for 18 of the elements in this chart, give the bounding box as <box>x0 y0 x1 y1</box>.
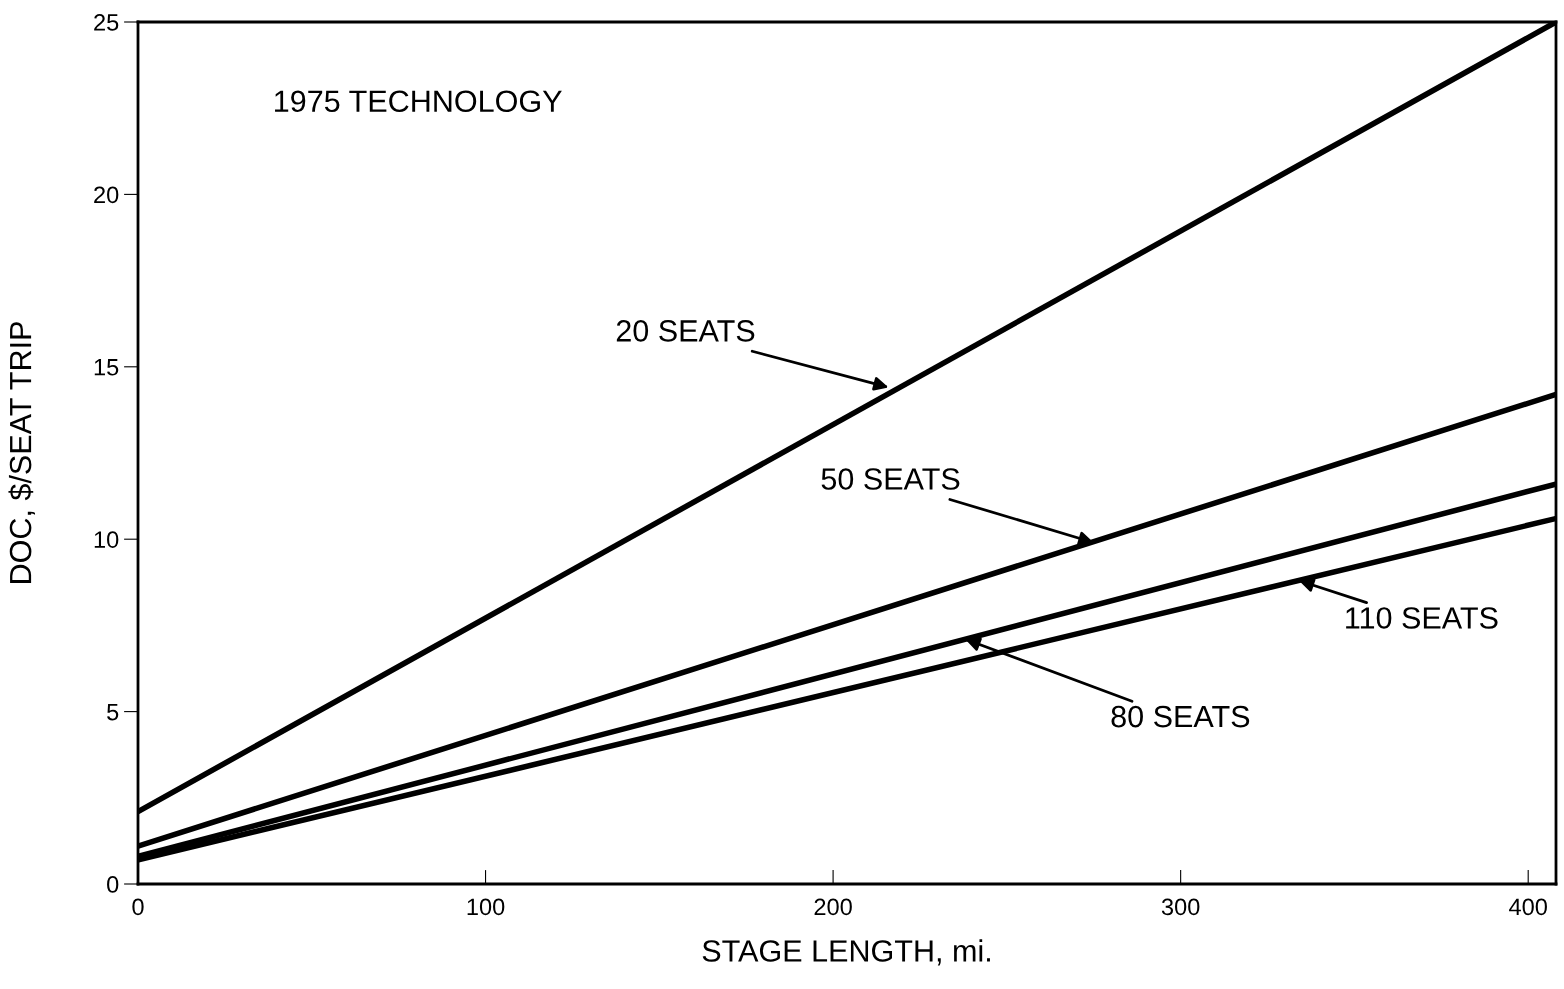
x-tick-label: 300 <box>1161 898 1200 916</box>
annotation: 1975 TECHNOLOGY <box>275 90 562 113</box>
x-tick-label: 0 <box>132 898 144 916</box>
x-tick-label: 400 <box>1509 898 1547 916</box>
y-tick-label: 5 <box>107 703 119 721</box>
y-tick-label: 0 <box>107 876 119 893</box>
annotation: 20 SEATS <box>616 320 755 342</box>
x-tick-label: 200 <box>814 898 852 916</box>
y-tick-label: 15 <box>94 359 119 376</box>
x-tick-label: 100 <box>467 898 505 916</box>
y-axis-title: DOC, $/SEAT TRIP <box>8 322 35 583</box>
annotation: 50 SEATS <box>821 468 960 490</box>
x-axis-title: STAGE LENGTH, mi. <box>702 939 990 966</box>
annotation: 110 SEATS <box>1346 607 1498 629</box>
y-tick-label: 25 <box>94 14 119 31</box>
annotation: 80 SEATS <box>1111 705 1250 728</box>
y-tick-label: 10 <box>94 531 119 548</box>
y-tick-label: 20 <box>94 186 119 204</box>
